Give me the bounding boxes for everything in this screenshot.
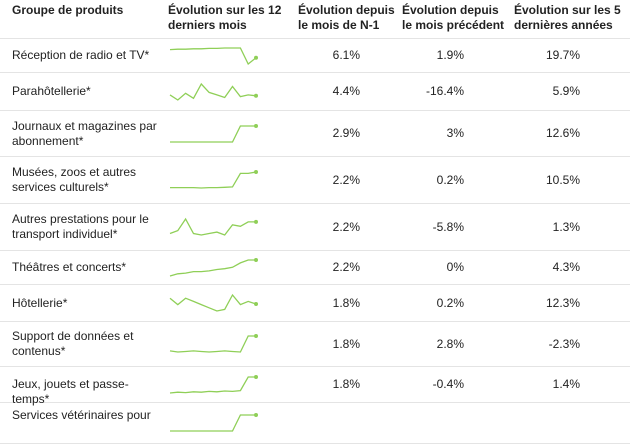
table-row: Hôtellerie* 1.8% 0.2% 12.3% xyxy=(0,285,630,322)
sparkline-path xyxy=(170,414,256,432)
sparkline-path xyxy=(169,47,257,66)
sparkline xyxy=(169,82,258,101)
table-body: Réception de radio et TV* 6.1% 1.9% 19.7% Pa… xyxy=(0,39,630,444)
five-year-value: 1.4% xyxy=(552,377,580,391)
sparkline-end-point xyxy=(254,258,258,262)
table-row: Support de données et contenus* 1.8% 2.8% -… xyxy=(0,322,630,367)
sparkline-end-point xyxy=(254,375,258,379)
mom-value: 3% xyxy=(446,126,464,140)
sparkline xyxy=(169,334,258,353)
header-group: Groupe de produits xyxy=(12,3,124,17)
sparkline-end-point xyxy=(254,93,258,98)
sparkline-path xyxy=(169,376,256,394)
header-trend: Évolution sur les 12 derniers mois xyxy=(168,3,282,32)
five-year-value: 19.7% xyxy=(545,48,580,62)
mom-value: 0.2% xyxy=(436,296,464,310)
product-group-name: Jeux, jouets et passe-temps* xyxy=(12,377,129,406)
five-year-value: 5.9% xyxy=(552,84,580,98)
sparkline xyxy=(169,293,258,312)
yoy-value: 1.8% xyxy=(332,377,360,391)
sparkline-end-point xyxy=(254,170,258,174)
sparkline-end-point xyxy=(254,219,258,224)
mom-value: -16.4% xyxy=(425,84,464,98)
mom-value: -0.4% xyxy=(432,377,464,391)
sparkline-end-point xyxy=(254,302,258,306)
yoy-value: 2.2% xyxy=(332,260,360,274)
header-yoy: Évolution depuis le mois de N-1 xyxy=(298,3,395,32)
mom-value: 0% xyxy=(446,260,464,274)
sparkline-path xyxy=(169,259,256,277)
yoy-value: 1.8% xyxy=(332,296,360,310)
mom-value: 0.2% xyxy=(436,173,464,187)
sparkline-path xyxy=(169,335,256,353)
product-group-name: Autres prestations pour le transport ind… xyxy=(12,212,149,241)
product-group-name: Journaux et magazines par abonnement* xyxy=(12,119,157,148)
sparkline-end-point xyxy=(254,124,258,128)
five-year-value: -2.3% xyxy=(548,337,580,351)
table-row: Musées, zoos et autres services culturel… xyxy=(0,157,630,204)
sparkline xyxy=(170,413,258,432)
mom-value: 2.8% xyxy=(436,337,464,351)
sparkline xyxy=(170,170,258,189)
sparkline xyxy=(169,258,258,277)
yoy-value: 4.4% xyxy=(332,84,360,98)
product-group-name: Théâtres et concerts* xyxy=(12,260,127,274)
mom-value: 1.9% xyxy=(436,48,464,62)
yoy-value: 2.2% xyxy=(332,220,360,234)
yoy-value: 1.8% xyxy=(332,337,360,351)
table-row: Autres prestations pour le transport ind… xyxy=(0,204,630,251)
sparkline-end-point xyxy=(254,334,258,338)
table-row: Services vétérinaires pour xyxy=(0,403,630,444)
five-year-value: 12.6% xyxy=(545,126,580,140)
table-row: Journaux et magazines par abonnement* 2.9… xyxy=(0,111,630,157)
sparkline-path xyxy=(169,217,256,236)
sparkline-end-point xyxy=(254,55,258,60)
table-row: Parahôtellerie* 4.4% -16.4% 5.9% xyxy=(0,73,630,111)
five-year-value: 10.5% xyxy=(545,173,580,187)
five-year-value: 12.3% xyxy=(545,296,580,310)
table-header: Groupe de produits Évolution sur les 12 … xyxy=(0,0,630,39)
table-row: Jeux, jouets et passe-temps* 1.8% -0.4% 1.4… xyxy=(0,367,630,406)
product-group-name: Hôtellerie* xyxy=(12,296,68,310)
product-group-name: Parahôtellerie* xyxy=(12,84,91,98)
table-row: Théâtres et concerts* 2.2% 0% 4.3% xyxy=(0,251,630,285)
yoy-value: 2.9% xyxy=(332,126,360,140)
product-group-name: Support de données et contenus* xyxy=(12,329,134,358)
sparkline xyxy=(169,217,258,236)
yoy-value: 2.2% xyxy=(332,173,360,187)
sparkline xyxy=(170,124,258,143)
mom-value: -5.8% xyxy=(432,220,464,234)
yoy-value: 6.1% xyxy=(332,48,360,62)
sparkline-path xyxy=(169,82,257,101)
product-group-name: Réception de radio et TV* xyxy=(12,48,150,62)
header-mom: Évolution depuis le mois précédent xyxy=(402,3,505,32)
product-group-name: Services vétérinaires pour xyxy=(12,408,151,422)
sparkline-path xyxy=(170,125,256,143)
header-five-years: Évolution sur les 5 dernières années xyxy=(514,3,621,32)
sparkline-path xyxy=(169,293,257,312)
sparkline xyxy=(169,375,258,394)
product-group-name: Musées, zoos et autres services culturel… xyxy=(12,165,137,194)
sparkline-path xyxy=(170,171,257,189)
five-year-value: 1.3% xyxy=(552,220,580,234)
sparkline xyxy=(169,47,258,66)
table-row: Réception de radio et TV* 6.1% 1.9% 19.7% xyxy=(0,39,630,73)
sparkline-end-point xyxy=(254,413,258,417)
five-year-value: 4.3% xyxy=(552,260,580,274)
